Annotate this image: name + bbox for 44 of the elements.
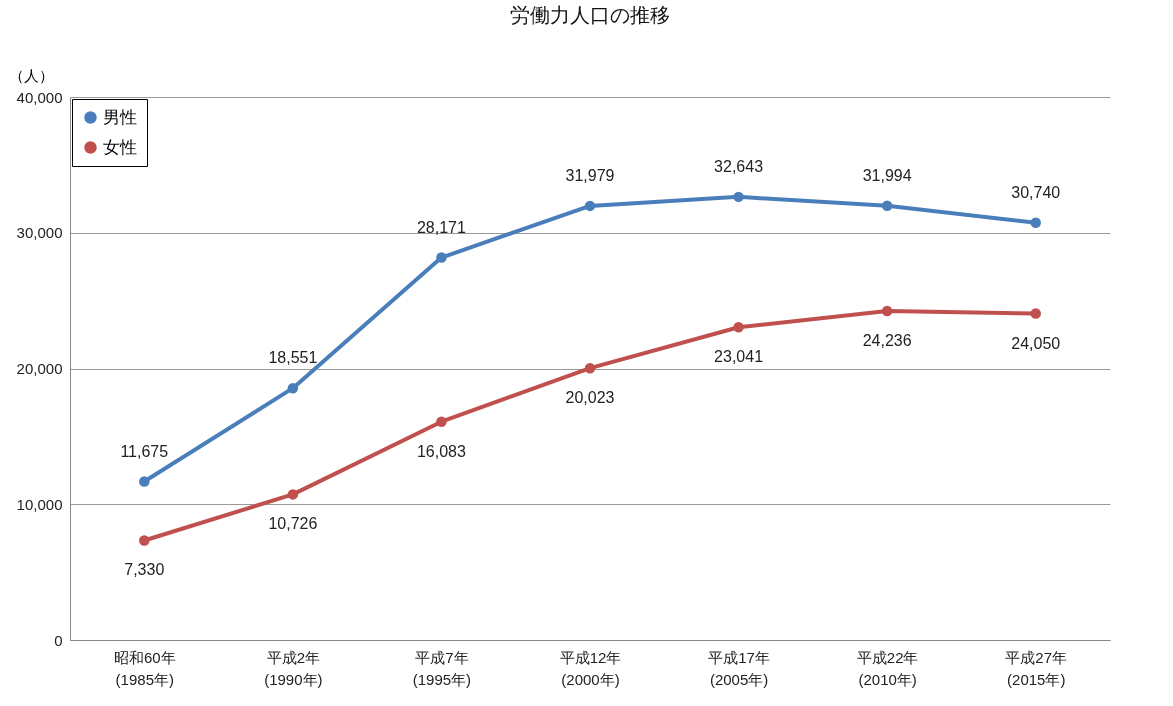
x-tick-label: 昭和60年 (1985年): [113, 648, 176, 688]
x-tick-label: 平成2年 (1990年): [264, 648, 323, 688]
data-label: 30,740: [1011, 183, 1061, 201]
data-label: 31,994: [862, 166, 912, 184]
point: [881, 305, 893, 317]
data-label: 24,236: [862, 332, 912, 349]
point: [139, 476, 150, 487]
point: [1030, 308, 1041, 319]
point: [139, 535, 150, 546]
data-label: 32,643: [714, 157, 764, 175]
x-tick-label: 平成7年 (1995年): [412, 648, 472, 688]
point: [287, 382, 299, 394]
legend-label: 女性: [103, 137, 137, 157]
point: [584, 200, 596, 212]
y-tick-label: 0: [54, 631, 63, 649]
point: [436, 252, 447, 263]
point: [733, 191, 744, 203]
data-label: 18,551: [268, 349, 318, 367]
y-tick-label: 10,000: [16, 495, 63, 513]
point: [584, 362, 596, 374]
x-tick-label: 平成27年 (2015年): [1005, 648, 1068, 688]
y-tick-label: 40,000: [16, 88, 63, 106]
y-axis-title: （人）: [8, 66, 54, 84]
data-label: 23,041: [714, 348, 764, 366]
y-tick-label: 30,000: [16, 224, 63, 242]
data-label: 10,726: [268, 515, 318, 533]
x-tick-label: 平成12年 (2000年): [559, 648, 622, 688]
data-label: 24,050: [1011, 334, 1061, 352]
point: [436, 416, 447, 427]
point: [733, 321, 744, 333]
y-tick-label: 20,000: [16, 360, 63, 377]
legend-label: 男性: [103, 107, 137, 127]
data-label: 11,675: [120, 442, 169, 460]
point: [881, 200, 893, 211]
data-label: 16,083: [416, 442, 466, 460]
point: [287, 489, 299, 500]
x-tick-label: 平成17年 (2005年): [708, 648, 770, 688]
x-tick-label: 平成22年 (2010年): [856, 648, 919, 688]
point: [1030, 217, 1041, 228]
data-label: 28,171: [416, 218, 466, 236]
data-label: 31,979: [565, 166, 615, 184]
data-label: 20,023: [565, 389, 615, 407]
data-label: 7,330: [124, 561, 165, 579]
chart-title: 労働力人口の推移: [510, 4, 670, 26]
